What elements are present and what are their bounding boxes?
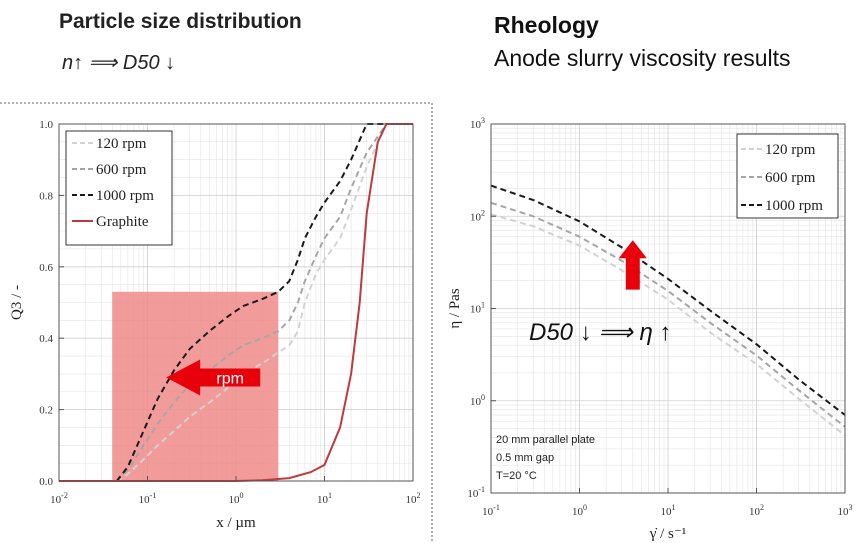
rheo-y-tick-label: 10-1: [467, 485, 485, 500]
d50-eta-annotation: D50 ↓ ⟹ η ↑: [529, 319, 671, 346]
psd-title: Particle size distribution: [59, 10, 302, 33]
measurement-condition: 0.5 mm gap: [496, 452, 554, 464]
psd-legend-label: 1000 rpm: [96, 188, 154, 204]
rheo-y-tick-label-exp: 0: [481, 393, 485, 402]
psd-series-line-0: [116, 123, 413, 482]
rheo-y-tick-label-base: 10: [467, 488, 479, 500]
psd-y-tick-label: 0.4: [39, 333, 53, 345]
rheo-x-tick-label-base: 10: [661, 506, 673, 518]
psd-legend-box: [65, 130, 173, 246]
rheo-x-tick-label-exp: 1: [672, 503, 676, 512]
rheo-y-tick-label: 102: [470, 208, 485, 223]
psd-x-tick-label: 10-2: [50, 491, 68, 506]
psd-x-tick-label: 102: [406, 491, 421, 506]
psd-x-tick-label: 10-1: [139, 491, 157, 506]
rheo-x-tick-label: 100: [572, 503, 587, 518]
rheo-x-tick-label-base: 10: [482, 506, 494, 518]
psd-y-tick-label: 0.0: [39, 476, 53, 488]
rheo-legend-label: 600 rpm: [765, 170, 816, 186]
rheology-subtitle: Anode slurry viscosity results: [494, 45, 791, 71]
psd-x-tick-label: 101: [317, 491, 332, 506]
rheo-y-tick-label: 100: [470, 393, 485, 408]
rheo-x-tick-label-exp: 3: [849, 503, 853, 512]
psd-x-tick-label-exp: 0: [240, 491, 244, 500]
rheo-y-tick-label-exp: 1: [481, 301, 485, 310]
psd-series-line-2: [116, 123, 413, 482]
rpm-arrow-label: rpm: [216, 370, 244, 387]
rheo-y-tick-label-base: 10: [470, 119, 482, 131]
rpm-arrow: [166, 359, 261, 396]
rheo-y-axis-label: η / Pas: [447, 288, 463, 329]
psd-y-axis-label: Q3 / -: [9, 285, 25, 320]
psd-x-tick-label-base: 10: [50, 494, 62, 506]
rheo-x-tick-label-exp: 0: [583, 503, 587, 512]
rheo-x-tick-label-exp: -1: [493, 503, 500, 512]
rheo-x-tick-label-base: 10: [572, 506, 584, 518]
rheo-series-line-0: [490, 213, 846, 437]
psd-y-tick-label: 1.0: [39, 119, 53, 131]
measurement-condition: T=20 °C: [496, 470, 537, 482]
rheo-y-tick-label-base: 10: [470, 396, 482, 408]
psd-x-tick-label-exp: 2: [417, 491, 421, 500]
rheo-x-tick-label-exp: 2: [760, 503, 764, 512]
psd-dotted-frame: [0, 102, 433, 543]
psd-x-tick-label-base: 10: [317, 494, 329, 506]
psd-x-tick-label-base: 10: [406, 494, 418, 506]
rheo-x-tick-label: 101: [661, 503, 676, 518]
rheo-legend-label: 120 rpm: [765, 142, 816, 158]
rheo-y-tick-label: 103: [470, 116, 485, 131]
rheo-legend: 120 rpm 600 rpm 1000 rpm: [736, 133, 839, 219]
psd-x-tick-label-exp: 1: [328, 491, 332, 500]
rheo-x-tick-label: 10-1: [482, 503, 500, 518]
rheo-y-tick-label-base: 10: [470, 304, 482, 316]
rheo-x-tick-label: 102: [749, 503, 764, 518]
rheology-chart: D50 ↓ ⟹ η ↑ 20 mm parallel plate 0.5 mm ga…: [447, 116, 853, 542]
psd-x-tick-label-base: 10: [139, 494, 151, 506]
rheo-x-tick-label: 103: [838, 503, 853, 518]
rheo-legend-label: 1000 rpm: [765, 198, 823, 214]
psd-x-tick-label-exp: -2: [61, 491, 68, 500]
psd-x-tick-label-base: 10: [229, 494, 241, 506]
rheo-series-line-2: [490, 184, 846, 416]
rheo-x-tick-label-base: 10: [749, 506, 761, 518]
psd-x-tick-label-exp: -1: [150, 491, 157, 500]
rheo-series-line-1: [490, 201, 846, 428]
psd-legend-label: 120 rpm: [96, 136, 147, 152]
rheo-x-axis-label: γ̇ / s⁻¹: [649, 526, 687, 542]
rheo-y-tick-label-exp: 3: [481, 116, 485, 125]
psd-subtitle: n↑ ⟹ D50 ↓: [62, 52, 176, 74]
psd-x-axis-label: x / µm: [216, 515, 256, 531]
psd-legend-label: 600 rpm: [96, 162, 147, 178]
measurement-condition: 20 mm parallel plate: [496, 434, 595, 446]
psd-y-tick-label: 0.6: [39, 262, 53, 274]
viscosity-up-arrow: [618, 240, 647, 290]
psd-y-tick-label: 0.2: [39, 405, 53, 417]
rheo-x-tick-label-base: 10: [838, 506, 850, 518]
psd-series-line-1: [116, 123, 413, 482]
rheology-title: Rheology: [494, 12, 599, 38]
rheo-y-tick-label-base: 10: [470, 211, 482, 223]
psd-legend-label: Graphite: [96, 214, 149, 230]
psd-y-tick-label: 0.8: [39, 190, 53, 202]
psd-x-tick-label: 100: [229, 491, 244, 506]
psd-legend: 120 rpm 600 rpm 1000 rpm Graphite: [65, 130, 173, 246]
rheo-y-tick-label-exp: 2: [481, 208, 485, 217]
rheo-y-tick-label: 101: [470, 301, 485, 316]
rheo-y-tick-label-exp: -1: [478, 485, 485, 494]
